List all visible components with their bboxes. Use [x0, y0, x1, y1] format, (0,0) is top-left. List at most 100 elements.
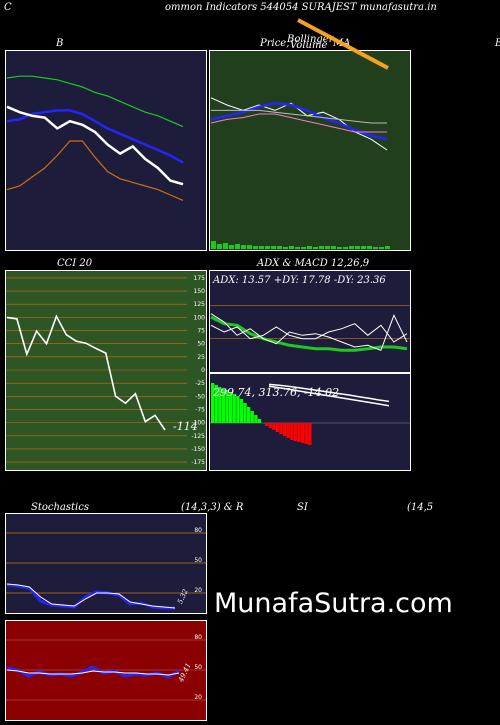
price-frame — [209, 50, 411, 251]
bollinger-series-lower — [6, 140, 184, 201]
macd-histogram-bar — [275, 423, 280, 432]
volume-bar — [283, 247, 288, 249]
macd-histogram-bar — [247, 407, 251, 423]
volume-bar — [301, 247, 306, 249]
adx-macd-title: ADX & MACD 12,26,9 — [257, 258, 370, 269]
macd-histogram-bar — [239, 399, 244, 423]
volume-bar — [241, 245, 246, 249]
stoch-tick-label: 20 — [194, 587, 202, 594]
volume-bar — [349, 246, 354, 249]
macd-histogram-bar — [225, 390, 229, 423]
volume-bar — [247, 245, 252, 249]
cci-value-label: -114 — [173, 420, 198, 433]
volume-bar — [259, 246, 264, 249]
cci-line — [6, 314, 166, 431]
rsi-title-b: (14,5 — [407, 502, 434, 513]
price-series-ma_gray — [211, 109, 387, 124]
cci-tick-label: -125 — [191, 433, 205, 440]
cci-tick-label: 175 — [194, 275, 206, 282]
price-edge-letter: B — [495, 38, 500, 49]
stoch-tick-label: 50 — [194, 557, 202, 564]
price-trend-overlay — [297, 18, 389, 70]
volume-bar — [217, 244, 222, 249]
macd-histogram-bar — [218, 387, 222, 423]
price-series-ma_blue — [210, 101, 388, 141]
volume-bar — [343, 247, 348, 249]
volume-bar — [277, 246, 282, 249]
macd-histogram-bar — [232, 394, 236, 423]
volume-bar — [325, 246, 330, 249]
macd-histogram-bar — [250, 411, 254, 423]
price-series-price — [210, 97, 388, 151]
stoch-series-D — [6, 583, 176, 609]
bollinger-series-middle — [6, 109, 184, 164]
volume-bar — [379, 247, 384, 249]
macd-chart — [209, 373, 411, 471]
volume-bar — [319, 246, 324, 249]
watermark: MunafaSutra.com — [214, 588, 453, 619]
volume-bar — [235, 244, 240, 249]
price-chart — [209, 50, 411, 251]
volume-bar — [355, 246, 360, 249]
adx-series-di — [210, 323, 408, 343]
stoch-title-b: (14,3,3) & R — [181, 502, 244, 513]
volume-bar — [313, 247, 318, 249]
cci-title: CCI 20 — [57, 258, 93, 269]
cci-tick-label: -25 — [195, 380, 205, 387]
volume-bar — [385, 246, 390, 249]
rsi-chart: 80 50 20 — [5, 620, 207, 721]
volume-bar — [337, 247, 342, 249]
cci-chart: 175 150 125 100 75 50 25 0 -25 -50 -75 -100 -125 -150… — [5, 270, 207, 471]
bollinger-series-price — [6, 105, 184, 186]
trend-arrow — [297, 18, 389, 70]
cci-tick-label: -75 — [195, 406, 205, 413]
price-series-ma_pink — [210, 113, 387, 133]
rsi-frame — [5, 620, 207, 721]
volume-bar — [307, 246, 312, 249]
price-title-b: Volume — [290, 40, 328, 51]
volume-bar — [331, 246, 336, 249]
macd-histogram-bar — [293, 423, 298, 441]
macd-histogram-bar — [243, 403, 247, 423]
volume-bar — [367, 246, 372, 249]
macd-histogram-bar — [301, 423, 305, 443]
volume-bar — [361, 246, 366, 249]
macd-histogram-bar — [236, 396, 240, 423]
macd-histogram-bar — [268, 423, 272, 428]
volume-bar — [373, 247, 378, 249]
cci-tick-label: 125 — [194, 301, 206, 308]
macd-histogram-bar — [286, 423, 290, 438]
macd-histogram-bar — [272, 423, 276, 430]
adx-frame — [209, 270, 411, 373]
macd-histogram-bar — [308, 423, 312, 445]
macd-histogram-bar — [229, 392, 233, 423]
macd-histogram-bar — [257, 419, 262, 423]
bollinger-series-upper — [6, 75, 184, 128]
cci-tick-label: 150 — [194, 288, 206, 295]
volume-bar — [223, 243, 228, 249]
cci-tick-label: 0 — [201, 367, 205, 374]
volume-bar — [271, 246, 276, 249]
macd-histogram-bar — [211, 383, 215, 423]
cci-tick-label: 75 — [197, 328, 205, 335]
macd-histogram-bar — [265, 423, 269, 426]
price-title-overlap: Bollinger — [287, 34, 334, 45]
cci-tick-label: 25 — [197, 354, 205, 361]
macd-series-signal — [268, 383, 390, 403]
volume-bar — [295, 247, 300, 249]
stoch-title-a: Stochastics — [31, 502, 89, 513]
rsi-series-signal — [6, 669, 180, 676]
bollinger-frame — [5, 50, 207, 251]
cci-tick-label: -150 — [191, 446, 205, 453]
header-title: ommon Indicators 544054 SURAJEST munafas… — [165, 2, 437, 13]
cci-tick-label: -100 — [191, 420, 205, 427]
macd-histogram-bar — [283, 423, 287, 436]
macd-histogram-bar — [290, 423, 294, 440]
volume-bar — [289, 246, 294, 249]
stoch-tick-label: 80 — [194, 527, 202, 534]
macd-series-macd — [268, 385, 390, 407]
header-left-letter: C — [4, 2, 12, 13]
rsi-tick-label: 80 — [194, 634, 202, 641]
cci-tick-label: -50 — [195, 393, 205, 400]
volume-bar — [211, 241, 216, 249]
